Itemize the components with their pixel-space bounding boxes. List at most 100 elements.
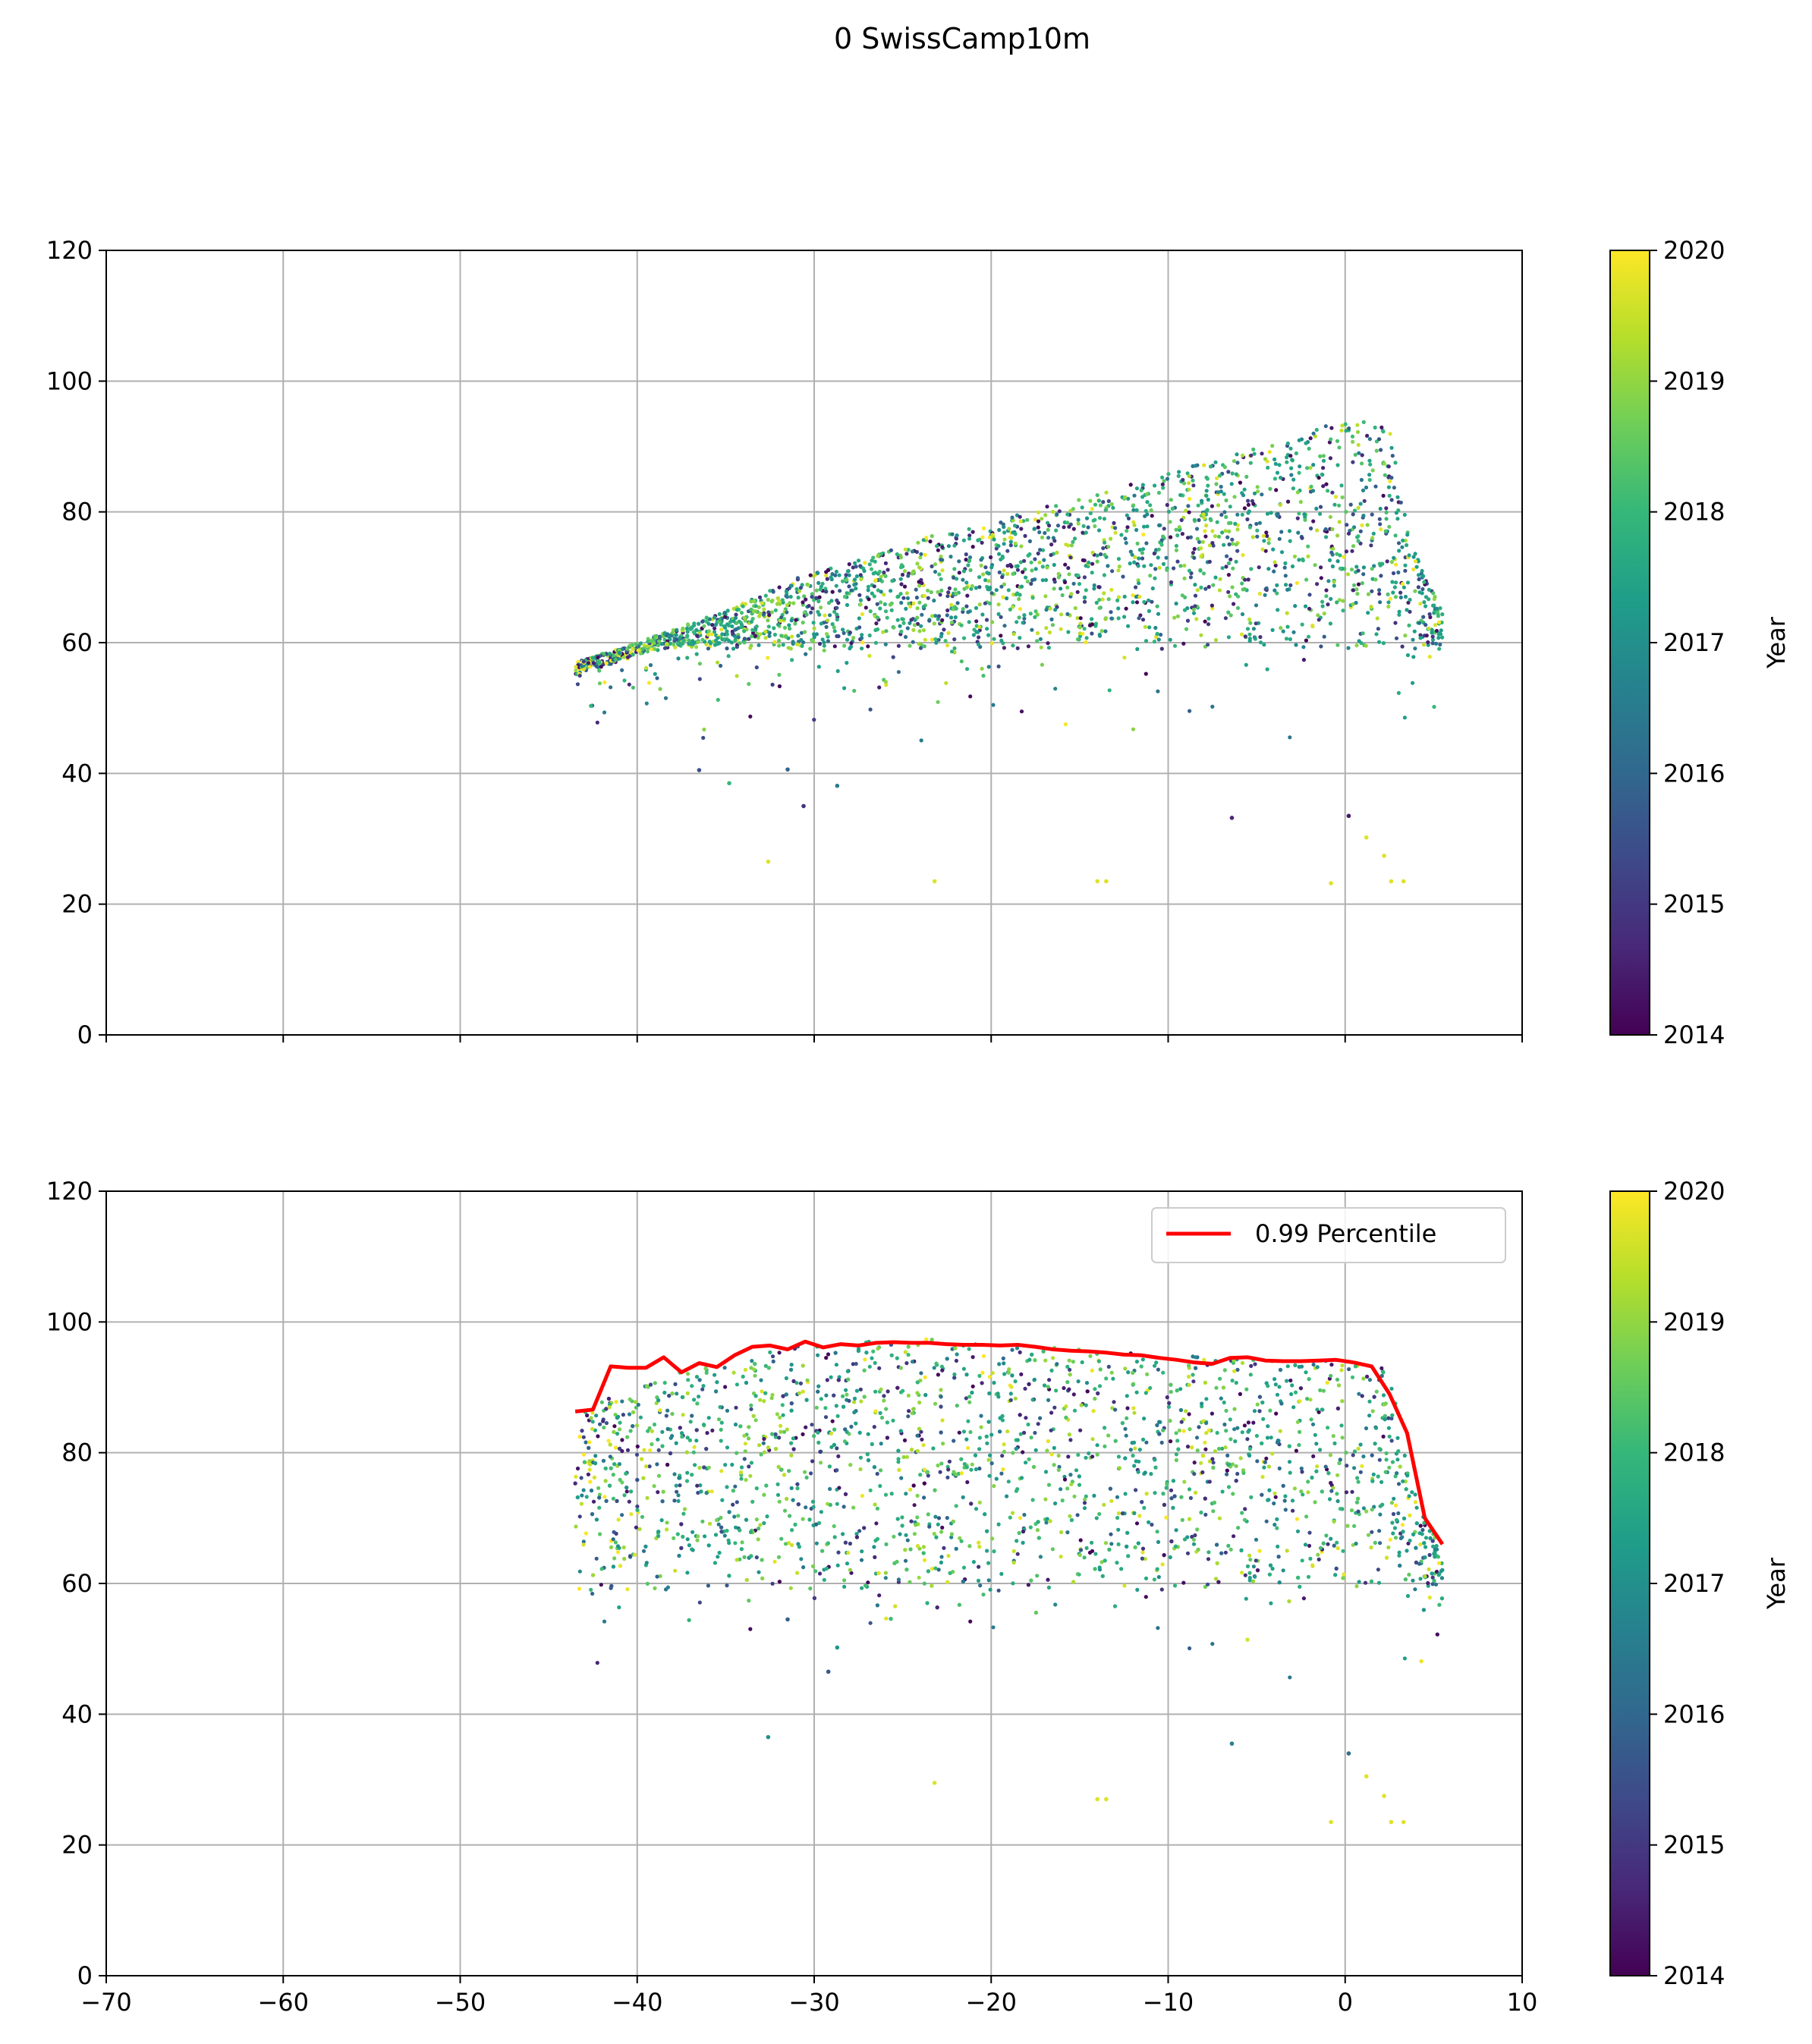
scatter-point: [694, 627, 699, 633]
scatter-point: [1049, 1452, 1054, 1457]
scatter-point: [1356, 568, 1361, 573]
scatter-point: [1176, 473, 1181, 479]
scatter-point: [1413, 1500, 1418, 1505]
scatter-point: [823, 1406, 828, 1410]
scatter-point: [1125, 1416, 1129, 1420]
scatter-point: [1109, 1542, 1114, 1546]
scatter-point: [1423, 1536, 1429, 1540]
scatter-point: [977, 1564, 981, 1569]
scatter-point: [1317, 476, 1321, 480]
scatter-point: [1108, 1486, 1112, 1491]
scatter-point: [1386, 600, 1391, 605]
scatter-point: [1036, 1520, 1040, 1524]
scatter-point: [1277, 536, 1282, 541]
scatter-point: [912, 623, 917, 627]
scatter-point: [706, 629, 711, 634]
scatter-point: [1356, 1509, 1361, 1514]
scatter-point: [681, 626, 685, 631]
scatter-point: [823, 590, 829, 594]
scatter-point: [1112, 1400, 1116, 1404]
scatter-point: [812, 718, 816, 722]
scatter-point: [1132, 1511, 1137, 1515]
scatter-point: [889, 548, 893, 552]
scatter-point: [1175, 1439, 1180, 1443]
scatter-point: [777, 1499, 782, 1504]
scatter-point: [917, 583, 922, 588]
scatter-point: [952, 1376, 957, 1380]
scatter-point: [824, 1356, 829, 1360]
scatter-point: [964, 667, 970, 671]
scatter-point: [634, 1405, 639, 1410]
scatter-point: [1181, 1429, 1186, 1433]
scatter-point: [1234, 472, 1238, 476]
scatter-point: [938, 593, 942, 597]
scatter-point: [989, 555, 993, 560]
scatter-point: [1185, 536, 1191, 540]
scatter-point: [1102, 517, 1106, 521]
scatter-point: [911, 627, 916, 633]
scatter-point: [860, 1493, 864, 1498]
scatter-point: [594, 664, 599, 668]
scatter-point: [575, 1495, 580, 1500]
scatter-point: [1002, 524, 1006, 530]
scatter-point: [1126, 1554, 1131, 1558]
scatter-point: [845, 602, 850, 608]
scatter-point: [800, 643, 804, 649]
scatter-point: [1288, 454, 1293, 458]
scatter-point: [911, 1407, 916, 1411]
scatter-point: [845, 637, 850, 642]
scatter-point: [822, 643, 826, 648]
scatter-point: [783, 1542, 788, 1546]
scatter-point: [842, 1584, 847, 1589]
scatter-point: [804, 612, 809, 617]
scatter-point: [656, 1490, 660, 1495]
scatter-point: [574, 668, 578, 673]
scatter-point: [727, 639, 731, 643]
scatter-point: [1169, 498, 1173, 502]
scatter-point: [845, 1369, 850, 1373]
scatter-point: [882, 1394, 886, 1398]
scatter-point: [1332, 1519, 1336, 1524]
scatter-point: [1168, 1419, 1172, 1423]
scatter-point: [795, 642, 800, 646]
scatter-point: [1007, 527, 1011, 531]
scatter-point: [770, 682, 775, 687]
scatter-point: [848, 1568, 852, 1572]
scatter-point: [1380, 561, 1385, 566]
scatter-point: [1370, 512, 1374, 517]
scatter-point: [1247, 637, 1252, 641]
scatter-point: [599, 665, 603, 669]
scatter-point: [1222, 542, 1226, 547]
scatter-point: [1142, 1505, 1147, 1510]
scatter-point: [715, 1380, 719, 1385]
scatter-point: [1076, 517, 1081, 522]
scatter-point: [675, 1532, 680, 1536]
scatter-point: [1092, 586, 1096, 591]
scatter-point: [877, 685, 882, 690]
scatter-point: [769, 599, 774, 604]
scatter-point: [734, 1405, 738, 1410]
scatter-point: [1120, 1511, 1125, 1516]
scatter-point: [1144, 639, 1149, 643]
scatter-point: [574, 1474, 578, 1479]
scatter-point: [719, 1420, 724, 1425]
scatter-point: [672, 642, 676, 646]
scatter-point: [1013, 541, 1018, 546]
scatter-point: [1084, 640, 1088, 645]
scatter-point: [1090, 561, 1095, 566]
scatter-point: [681, 639, 686, 643]
scatter-point: [1264, 530, 1269, 535]
scatter-point: [902, 584, 908, 589]
scatter-point: [620, 1438, 624, 1442]
scatter-point: [1351, 544, 1356, 549]
scatter-point: [845, 1561, 850, 1566]
scatter-point: [1015, 1346, 1020, 1351]
scatter-point: [1095, 553, 1099, 558]
scatter-point: [1390, 1460, 1395, 1464]
scatter-point: [1398, 500, 1403, 505]
scatter-point: [1081, 631, 1085, 636]
scatter-point: [1037, 530, 1042, 535]
scatter-point: [1367, 477, 1372, 483]
scatter-point: [1077, 1553, 1082, 1558]
scatter-point: [1360, 581, 1364, 586]
